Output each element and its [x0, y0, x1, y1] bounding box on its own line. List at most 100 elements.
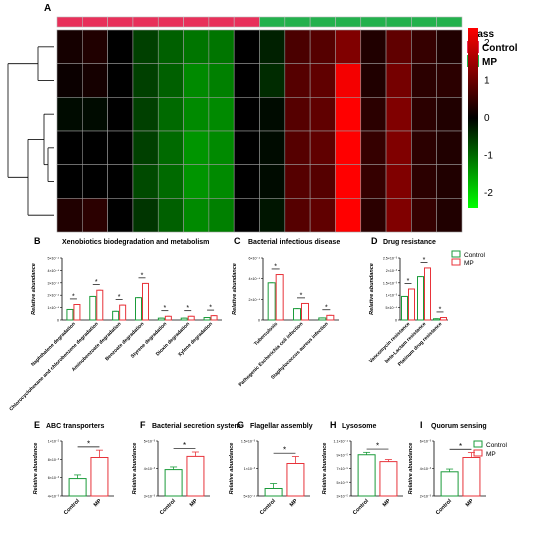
heatmap-cell	[436, 198, 463, 233]
y-tick-label: 2×10⁻⁴	[248, 298, 260, 302]
y-axis-label: Relative abundance	[31, 263, 37, 315]
x-tick-label: Staphylococcus aureus infection	[270, 321, 330, 381]
heatmap-cell	[233, 97, 260, 132]
bar	[89, 295, 97, 321]
heatmap-cell	[309, 130, 336, 165]
bar	[157, 317, 165, 321]
bar	[462, 457, 481, 497]
chart-title: Lysosome	[342, 423, 376, 430]
heatmap-cell	[335, 29, 362, 64]
bar	[187, 315, 195, 321]
significance-star: *	[407, 278, 410, 285]
x-tick-label: Control	[63, 498, 81, 516]
y-tick-label: 0	[395, 319, 397, 323]
heatmap-cell	[233, 130, 260, 165]
x-tick-label: Control	[352, 498, 370, 516]
heatmap-cell	[183, 130, 210, 165]
y-tick-label: 8×10⁻³	[48, 458, 60, 462]
x-tick-label: Chlorocyclohexane and chlorobenzene degr…	[8, 321, 99, 412]
heatmap-cell	[335, 164, 362, 199]
heatmap-cell	[335, 97, 362, 132]
heatmap-cell	[309, 164, 336, 199]
x-tick-label: Control	[159, 498, 177, 516]
legend-bottom-label-mp: MP	[486, 451, 496, 458]
x-tick-label: Naphthalene degradation	[30, 321, 77, 368]
heatmap-cell	[157, 164, 184, 199]
panel-letter-i: I	[420, 420, 423, 430]
significance-star: *	[325, 304, 328, 311]
bar-chart-h: 1.1×10⁻⁴ 9×10⁻⁵ 7×10⁻⁵ 5×10⁻⁵ 3×10⁻⁵ Relative…	[322, 423, 403, 516]
x-tick-label: MP	[189, 498, 199, 508]
bar-chart-c: 6×10⁻⁴ 4×10⁻⁴ 2×10⁻⁴ 0 Relative abundance Bac…	[232, 239, 340, 388]
chart-title: Quorum sensing	[431, 423, 487, 430]
bar	[186, 455, 205, 497]
x-tick-label: MP	[289, 498, 299, 508]
heatmap-cell	[132, 164, 159, 199]
bar	[119, 304, 127, 321]
y-axis-label: Relative abundance	[232, 263, 238, 315]
heatmap-cell	[259, 198, 286, 233]
panel-letter-e: E	[34, 420, 40, 430]
heatmap-cell	[208, 97, 235, 132]
colorbar-tick-label: 2	[484, 38, 490, 49]
class-bar-cell	[385, 16, 412, 28]
class-annotation-bar	[56, 16, 463, 28]
y-axis-label: Relative abundance	[322, 443, 328, 495]
heatmap-cell	[385, 97, 412, 132]
heatmap-cell	[436, 29, 463, 64]
heatmap-cell	[157, 130, 184, 165]
heatmap-cell	[82, 164, 108, 199]
bar-chart-i: 6×10⁻³ 4×10⁻³ 2×10⁻³ Relative abundance Quor…	[408, 423, 487, 516]
heatmap-cell	[360, 29, 387, 64]
significance-star: *	[163, 305, 166, 312]
y-axis-label: Relative abundance	[229, 443, 235, 495]
heatmap-cell	[107, 63, 134, 98]
bar	[90, 457, 109, 497]
bar	[135, 297, 142, 321]
significance-star: *	[183, 441, 186, 450]
legend-label-control: Control	[464, 252, 486, 259]
heatmap-cell	[385, 29, 412, 64]
significance-star: *	[186, 305, 189, 312]
heatmap-cell	[335, 63, 362, 98]
chart-title: ABC transporters	[46, 423, 104, 430]
class-bar-cell	[284, 16, 311, 28]
heatmap-cell	[233, 29, 260, 64]
y-tick-label: 5×10⁻³	[144, 440, 156, 444]
bar	[73, 304, 81, 321]
heatmap-cell	[183, 63, 210, 98]
significance-star: *	[439, 306, 442, 313]
bar	[301, 302, 309, 321]
heatmap-cell	[132, 29, 159, 64]
class-bar-cell	[157, 16, 184, 28]
panel-letter-g: G	[237, 420, 244, 430]
bar	[203, 317, 211, 321]
class-bar-cell	[436, 16, 463, 28]
significance-star: *	[376, 442, 379, 451]
heatmap-cell	[385, 63, 412, 98]
legend-bottom-swatch-mp	[473, 449, 483, 457]
heatmap-cell	[309, 29, 336, 64]
colorbar-tick-label: -2	[484, 188, 493, 199]
heatmap-cell	[56, 164, 83, 199]
heatmap-cell	[208, 63, 235, 98]
heatmap-cell	[259, 130, 286, 165]
y-tick-label: 3×10⁻⁴	[47, 281, 59, 285]
x-tick-label: Tuberculosis	[253, 321, 279, 347]
bar	[112, 310, 120, 321]
panel-letter-c: C	[234, 236, 241, 246]
bar	[275, 274, 284, 321]
class-bar-cell	[233, 16, 260, 28]
heatmap-cell	[132, 97, 159, 132]
heatmap-cell	[259, 63, 286, 98]
bar	[210, 315, 218, 321]
class-bar-cell	[360, 16, 387, 28]
bar	[326, 314, 335, 321]
heatmap-cell	[132, 130, 159, 165]
heatmap-cell	[284, 130, 311, 165]
significance-star: *	[274, 263, 277, 270]
y-tick-label: 4×10⁻³	[48, 495, 60, 499]
heatmap-cell	[82, 130, 108, 165]
class-bar-cell	[208, 16, 235, 28]
